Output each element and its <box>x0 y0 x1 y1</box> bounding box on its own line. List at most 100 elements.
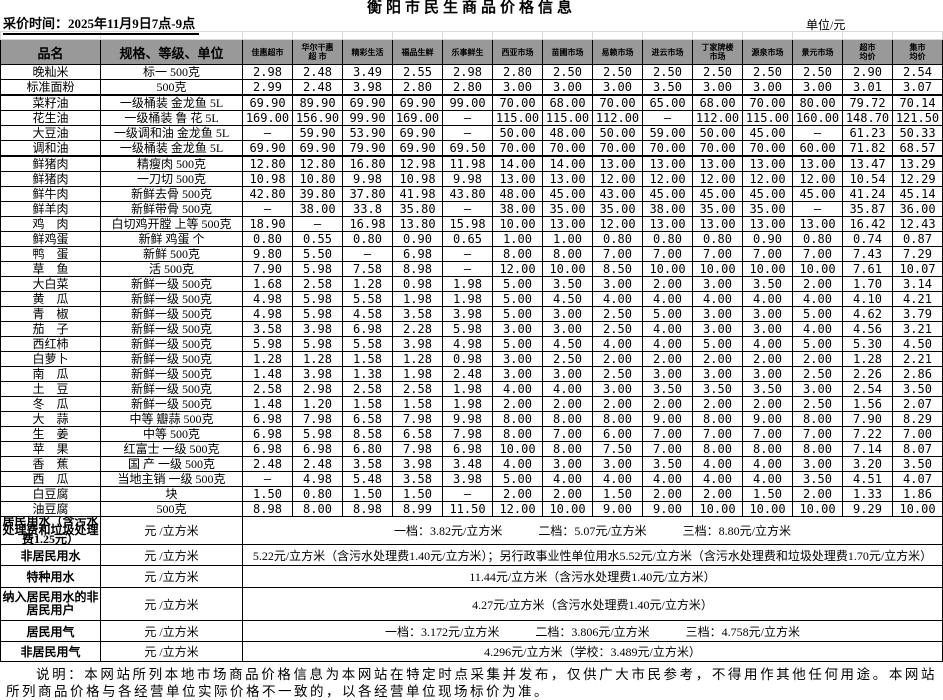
price-cell: 9.98 <box>442 171 493 187</box>
price-cell: 7.00 <box>692 246 743 262</box>
price-cell: 3.58 <box>392 471 443 487</box>
price-cell: 9.98 <box>342 171 393 187</box>
price-cell: 3.00 <box>692 321 743 337</box>
price-cell: 148.70 <box>842 110 893 126</box>
price-cell: 45.00 <box>792 186 843 202</box>
price-cell: 7.14 <box>842 441 893 457</box>
collect-time-label: 采价时间：2025年11月9日7点-9点 <box>3 13 200 35</box>
product-row: 鸭 蛋新鲜 500克 9.80 5.50–6.98—8.00 8.00 7.00 7.00… <box>0 246 943 262</box>
product-name-cell: 鲜羊肉 <box>0 201 101 217</box>
price-cell: 12.00 <box>592 171 643 187</box>
price-cell: 1.20 <box>292 396 343 412</box>
spacer-cell <box>242 31 293 40</box>
spec-cell: 一刀切 500克 <box>100 171 243 187</box>
price-cell: 2.80 <box>392 79 443 96</box>
price-cell: 2.99 <box>242 79 293 96</box>
price-cell: 8.00 <box>542 441 593 457</box>
price-cell: 70.00 <box>492 140 543 157</box>
price-cell: 1.00 <box>542 231 593 247</box>
price-cell: 112.00 <box>592 110 643 126</box>
price-cell: 3.00 <box>542 456 593 472</box>
price-cell: 0.80 <box>642 231 693 247</box>
price-cell: 3.50 <box>642 79 693 96</box>
product-row: 黄 瓜新鲜一级 500克 4.98 5.98 5.58 1.98 1.98 5.00 4.50… <box>0 291 943 307</box>
price-cell: 5.00 <box>792 306 843 322</box>
product-row: 晚籼米 标一 500克 2.98 2.48 3.49 2.55 2.98 2.80 2.50 2.… <box>0 64 943 80</box>
price-cell: 2.00 <box>642 486 693 502</box>
price-cell: 4.00 <box>642 471 693 487</box>
price-cell: 3.21 <box>892 321 943 337</box>
price-cell: 5.48 <box>342 471 393 487</box>
product-name-cell: 南 瓜 <box>0 366 101 382</box>
price-cell: 2.98 <box>442 64 493 80</box>
price-cell: 69.50 <box>442 140 493 157</box>
price-cell: 3.01 <box>842 79 893 96</box>
price-cell: 11.50 <box>442 501 493 517</box>
utility-unit-cell: 元 /立方米 <box>100 587 243 621</box>
price-cell: 41.98 <box>392 186 443 202</box>
price-cell: – <box>242 125 293 141</box>
price-cell: 60.00 <box>792 140 843 157</box>
price-cell: 12.80 <box>292 155 343 172</box>
price-cell: 1.98 <box>392 291 443 307</box>
price-cell: 6.80 <box>342 441 393 457</box>
price-cell: 70.00 <box>542 140 593 157</box>
price-cell: 4.07 <box>892 471 943 487</box>
price-cell: – <box>342 246 393 262</box>
price-cell: 4.00 <box>692 471 743 487</box>
price-cell: 99.00 <box>442 94 493 111</box>
price-cell: 2.00 <box>542 486 593 502</box>
price-cell: 0.80 <box>342 231 393 247</box>
price-cell: 1.33 <box>842 486 893 502</box>
price-cell: 2.26 <box>842 366 893 382</box>
spec-cell: 新鲜一级 500克 <box>100 366 243 382</box>
price-cell: 121.50 <box>892 110 943 126</box>
price-cell: 4.00 <box>492 456 543 472</box>
spec-cell: 红富士 一级 500克 <box>100 441 243 457</box>
product-name-cell: 西 瓜 <box>0 471 101 487</box>
price-cell: 2.58 <box>342 381 393 397</box>
price-cell: 4.98 <box>292 471 343 487</box>
price-cell: 6.98 <box>242 441 293 457</box>
price-cell: 69.90 <box>392 94 443 111</box>
price-cell: 4.50 <box>892 336 943 352</box>
spec-cell: 一级桶装 金龙鱼 5L <box>100 94 243 111</box>
price-cell: 7.00 <box>692 426 743 442</box>
price-cell: 7.00 <box>792 426 843 442</box>
product-row: 香 蕉国 产 一级 500克 2.48 2.48 3.58 3.98 3.48 4.00 3.… <box>0 456 943 472</box>
price-cell: 169.00 <box>392 110 443 126</box>
price-cell: 48.00 <box>492 186 543 202</box>
price-cell: 4.00 <box>742 456 793 472</box>
price-cell: 61.23 <box>842 125 893 141</box>
price-cell: 70.00 <box>692 140 743 157</box>
price-cell: 10.54 <box>842 171 893 187</box>
price-cell: 59.90 <box>292 125 343 141</box>
price-cell: 0.90 <box>742 231 793 247</box>
price-cell: 2.50 <box>642 64 693 80</box>
price-cell: 5.98 <box>242 336 293 352</box>
price-cell: 0.98 <box>442 351 493 367</box>
product-row: 鲜猪肉 精瘦肉 500克 12.80 12.80 16.80 12.98 11.98 14.0… <box>0 155 943 172</box>
spacer-cell <box>292 31 343 40</box>
disclaimer-note: 说明：本网站所列本地市场商品价格信息为本网站在特定时点采集并发布，仅供广大市民参… <box>6 667 937 699</box>
price-cell: 115.00 <box>742 110 793 126</box>
price-cell: 1.28 <box>842 351 893 367</box>
price-cell: 35.80 <box>392 201 443 217</box>
price-cell: 16.80 <box>342 155 393 172</box>
product-name-cell: 大 蒜 <box>0 411 101 427</box>
price-cell: 2.50 <box>542 64 593 80</box>
price-cell: — <box>442 246 493 262</box>
price-cell: 3.00 <box>742 306 793 322</box>
price-cell: 3.58 <box>342 456 393 472</box>
price-cell: 1.38 <box>342 366 393 382</box>
price-cell: 2.86 <box>892 366 943 382</box>
price-cell: 70.00 <box>642 140 693 157</box>
price-cell: 8.50 <box>592 261 643 277</box>
price-cell: 39.80 <box>292 186 343 202</box>
price-cell: 12.00 <box>642 171 693 187</box>
utility-value-cell: 一档：3.82元/立方米 二档：5.07元/立方米 三档：8.80元/立方米 <box>242 516 943 545</box>
price-cell: 4.00 <box>792 291 843 307</box>
price-cell: 1.58 <box>392 396 443 412</box>
price-cell: 8.00 <box>792 441 843 457</box>
product-row: 茄 子新鲜一级 500克 3.58 3.98 6.98 2.28 5.98 3.00 3.00… <box>0 321 943 337</box>
